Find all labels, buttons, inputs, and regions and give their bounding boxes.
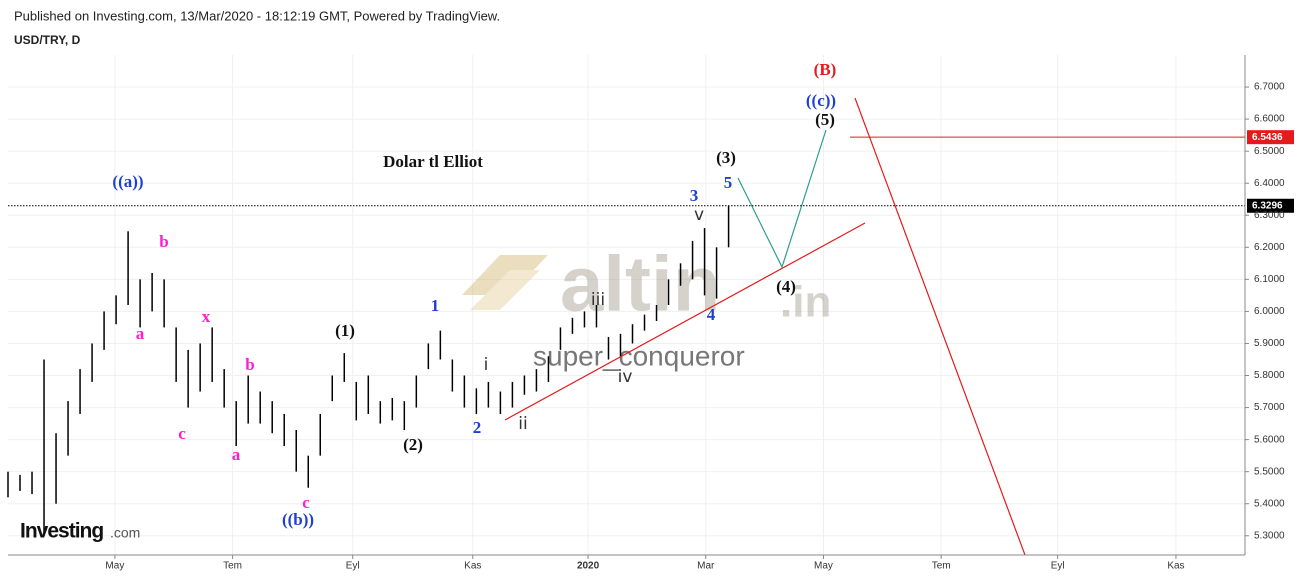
wave-label: c <box>178 424 186 443</box>
x-tick-label: May <box>814 561 833 572</box>
x-tick-label: Kas <box>1167 561 1184 572</box>
y-tick-label: 6.6000 <box>1254 114 1285 125</box>
wave-label: ((b)) <box>282 510 314 529</box>
trend-line <box>504 222 866 421</box>
wave-label: ii <box>518 414 527 434</box>
logo: Investing <box>20 520 103 543</box>
wave-label: ((a)) <box>112 172 143 191</box>
watermark-icon <box>462 255 548 295</box>
wave-label: (B) <box>814 60 837 79</box>
wave-label: 2 <box>473 418 482 437</box>
chart-title: Dolar tl Elliot <box>383 152 483 171</box>
y-tick-label: 6.2000 <box>1254 242 1285 253</box>
wave-path <box>737 129 827 269</box>
y-tick-label: 5.5000 <box>1254 466 1285 477</box>
wave-label: a <box>232 445 241 464</box>
x-tick-label: Kas <box>464 561 481 572</box>
price-levels: 6.3296 6.5436 <box>8 130 1294 213</box>
wave-label: v <box>694 205 704 225</box>
wave-label: i <box>484 355 489 375</box>
wave-label: (5) <box>815 110 835 129</box>
x-tick-label: Eyl <box>1051 561 1065 572</box>
wave-label: x <box>202 307 211 326</box>
wave-label: a <box>136 324 145 343</box>
y-tick-label: 6.4000 <box>1254 178 1285 189</box>
wave-label: 4 <box>707 305 716 324</box>
wave-label: 1 <box>431 296 440 315</box>
price-tag-label: 6.5436 <box>1252 132 1283 143</box>
wave-label: c <box>302 493 310 512</box>
y-tick-label: 5.4000 <box>1254 498 1285 509</box>
y-tick-label: 6.0000 <box>1254 306 1285 317</box>
x-tick-label: Tem <box>223 561 242 572</box>
watermark-brand: .in <box>780 278 831 327</box>
grid <box>8 55 1245 555</box>
watermark-user: super_conqueror <box>533 340 745 371</box>
wave-labels: ((a)) b a x c b a c ((b)) (1) (2) 1 2 i … <box>112 60 836 529</box>
y-tick-label: 5.8000 <box>1254 370 1285 381</box>
x-tick-label: 2020 <box>577 561 600 572</box>
symbol: USD/TRY, D <box>14 33 81 47</box>
wave-label: iii <box>591 290 605 310</box>
x-tick-label: Mar <box>697 561 715 572</box>
watermark: altin .in <box>462 240 831 328</box>
wave-label: 3 <box>690 186 699 205</box>
wave-label: (1) <box>335 321 355 340</box>
publish-info: Published on Investing.com, 13/Mar/2020 … <box>14 8 500 23</box>
x-tick-label: Tem <box>932 561 951 572</box>
logo-suffix: .com <box>110 525 140 541</box>
wave-label: (3) <box>716 148 736 167</box>
y-tick-label: 6.7000 <box>1254 82 1285 93</box>
wave-label: b <box>245 355 254 374</box>
wave-label: ((c)) <box>806 91 836 110</box>
wave-label: 5 <box>724 173 733 192</box>
y-tick-label: 6.5000 <box>1254 146 1285 157</box>
wave-label: (2) <box>403 435 423 454</box>
y-tick-label: 5.9000 <box>1254 338 1285 349</box>
watermark-icon <box>470 270 540 310</box>
y-tick-label: 5.3000 <box>1254 530 1285 541</box>
wave-label: (4) <box>776 277 796 296</box>
y-tick-label: 5.6000 <box>1254 434 1285 445</box>
y-tick-label: 6.3000 <box>1254 210 1285 221</box>
y-tick-label: 5.7000 <box>1254 402 1285 413</box>
x-tick-label: May <box>105 561 124 572</box>
price-tag <box>1247 198 1294 213</box>
wave-label: b <box>159 232 168 251</box>
y-tick-label: 6.1000 <box>1254 274 1285 285</box>
wave-label: iv <box>618 367 633 387</box>
watermark-brand: altin <box>560 240 720 328</box>
x-tick-label: Eyl <box>346 561 360 572</box>
price-tag <box>1247 130 1294 145</box>
price-tag-label: 6.3296 <box>1252 200 1283 211</box>
projection-line <box>854 97 1026 556</box>
bars <box>7 205 730 536</box>
